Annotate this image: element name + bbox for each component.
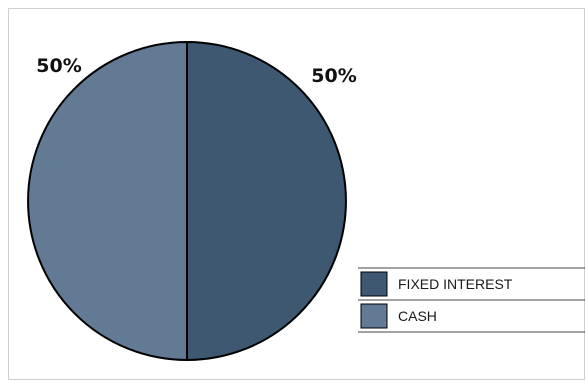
pie-slice-fixed-interest	[186, 40, 347, 362]
legend-swatch	[360, 303, 388, 329]
legend: FIXED INTEREST CASH	[358, 267, 585, 333]
pie-slices	[27, 40, 347, 362]
legend-label: FIXED INTEREST	[398, 276, 513, 292]
pie-labels: 50% 50%	[36, 55, 356, 87]
pie-slice-cash	[27, 40, 188, 362]
legend-swatch	[360, 271, 388, 297]
legend-label: CASH	[398, 308, 437, 324]
slice-value-label: 50%	[36, 55, 81, 77]
slice-value-label: 50%	[311, 65, 356, 87]
